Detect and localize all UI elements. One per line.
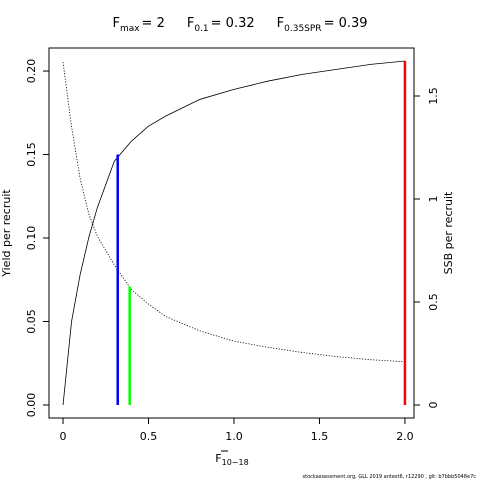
title-value: = 0.39: [324, 16, 368, 31]
y2-tick-label: 1: [427, 196, 440, 203]
x-tick-label: 0: [60, 430, 67, 443]
y-tick-label: 0.10: [25, 226, 38, 251]
y-tick-label: 0.05: [25, 309, 38, 334]
chart-title: Fmax = 2 F0.1 = 0.32 F0.35SPR = 0.39: [112, 16, 367, 34]
x-label-symbol: F: [215, 452, 221, 465]
x-tick-label: 1.0: [225, 430, 243, 443]
y-tick-label: 0.15: [25, 142, 38, 167]
title-subscript: 0.1: [194, 24, 208, 34]
curve: [62, 61, 405, 363]
title-subscript: max: [120, 24, 140, 34]
title-symbol: F: [277, 16, 284, 31]
footnote: stockassessment.org, GLL 2019 antest6, r…: [303, 474, 477, 480]
y2-tick-label: 0.5: [427, 293, 440, 311]
x-axis-label: F10−18: [215, 452, 248, 467]
x-tick-label: 1.5: [311, 430, 329, 443]
title-value: = 0.32: [211, 16, 255, 31]
y2-axis-label: SSB per recruit: [442, 191, 455, 274]
title-symbol: F: [187, 16, 194, 31]
curve: [62, 60, 405, 406]
y-tick-label: 0.00: [25, 393, 38, 418]
title-value: = 2: [142, 16, 165, 31]
y2-tick-label: 1.5: [427, 87, 440, 105]
y-tick-label: 0.20: [25, 59, 38, 84]
y2-tick-label: 0: [427, 402, 440, 409]
y-axis-label: Yield per recruit: [0, 189, 13, 278]
plot-frame: [48, 47, 415, 419]
title-subscript: 0.35SPR: [284, 24, 321, 34]
x-tick-label: 2.0: [396, 430, 414, 443]
x-label-subscript: 10−18: [222, 458, 249, 467]
title-symbol: F: [112, 16, 119, 31]
x-tick-label: 0.5: [140, 430, 158, 443]
